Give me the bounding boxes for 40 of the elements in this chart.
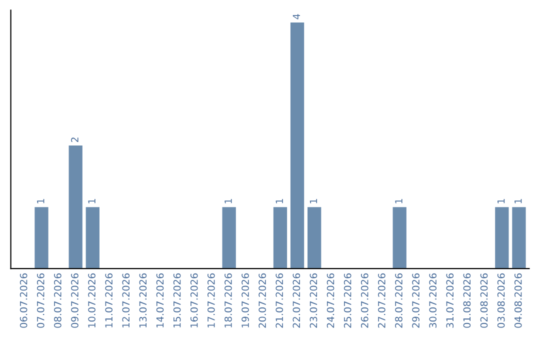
data-label: 1 — [514, 199, 522, 204]
x-tick-label: 29.07.2026 — [412, 273, 420, 328]
x-tick-label: 10.07.2026 — [88, 273, 96, 328]
data-label: 1 — [276, 199, 283, 204]
x-tick-label: 31.07.2026 — [446, 273, 454, 328]
x-tick-label: 03.08.2026 — [497, 273, 505, 328]
data-label: 4 — [292, 14, 300, 20]
x-tick-label: 11.07.2026 — [105, 273, 113, 328]
x-tick-label: 20.07.2026 — [258, 273, 266, 328]
data-label: 1 — [88, 199, 96, 204]
data-label: 1 — [37, 199, 44, 204]
x-tick-label: 22.07.2026 — [292, 273, 300, 328]
x-tick-label: 23.07.2026 — [310, 273, 318, 328]
x-tick-label: 13.07.2026 — [139, 273, 147, 328]
x-tick-label: 07.07.2026 — [36, 273, 44, 328]
data-label: 1 — [395, 199, 402, 204]
x-tick-label: 21.07.2026 — [276, 273, 284, 328]
x-tick-label: 27.07.2026 — [378, 273, 386, 328]
x-tick-label: 28.07.2026 — [395, 273, 402, 328]
x-tick-label: 14.07.2026 — [156, 273, 164, 328]
data-label: 1 — [498, 199, 505, 204]
x-tick-label: 09.07.2026 — [71, 273, 78, 328]
x-tick-label: 25.07.2026 — [344, 273, 352, 328]
x-tick-label: 08.07.2026 — [54, 273, 62, 328]
data-label: 1 — [310, 199, 318, 204]
x-tick-label: 06.07.2026 — [20, 273, 28, 328]
x-tick-label: 30.07.2026 — [429, 273, 437, 328]
x-tick-label: 01.08.2026 — [463, 273, 471, 328]
data-label: 1 — [224, 199, 232, 204]
data-label: 2 — [71, 138, 78, 142]
x-tick-label: 18.07.2026 — [224, 273, 232, 328]
x-tick-label: 24.07.2026 — [326, 273, 334, 328]
x-tick-label: 15.07.2026 — [173, 273, 181, 328]
x-tick-label: 26.07.2026 — [360, 273, 368, 328]
x-tick-label: 19.07.2026 — [242, 273, 249, 328]
x-tick-label: 02.08.2026 — [480, 273, 488, 328]
x-tick-label: 17.07.2026 — [207, 273, 215, 328]
x-tick-label: 12.07.2026 — [122, 273, 130, 328]
x-tick-label: 04.08.2026 — [514, 273, 522, 328]
x-tick-label: 16.07.2026 — [190, 273, 198, 328]
